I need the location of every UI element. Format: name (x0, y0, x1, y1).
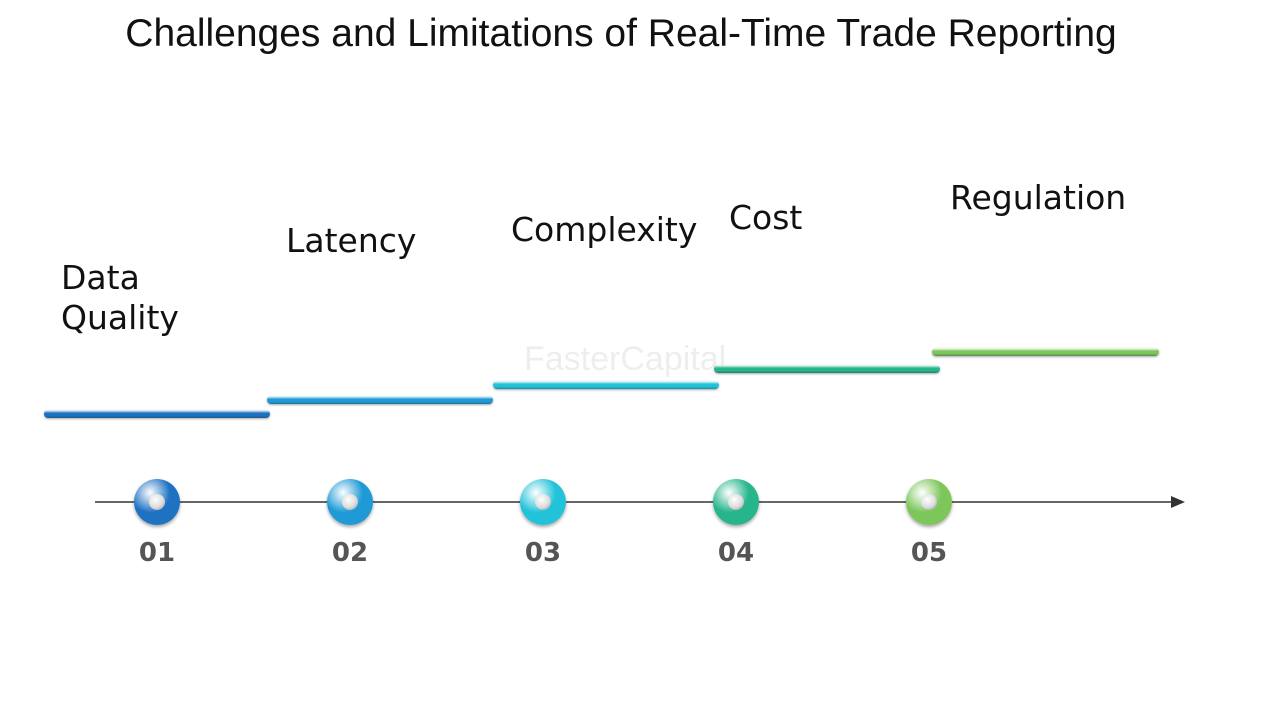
marker-hub-icon (342, 494, 358, 510)
step-marker-2 (327, 479, 373, 525)
step-number-3: 03 (513, 538, 573, 568)
step-marker-5 (906, 479, 952, 525)
step-marker-3 (520, 479, 566, 525)
marker-hub-icon (149, 494, 165, 510)
step-number-5: 05 (899, 538, 959, 568)
timeline-arrowhead-icon (1171, 496, 1185, 508)
step-number-2: 02 (320, 538, 380, 568)
step-number-1: 01 (127, 538, 187, 568)
step-number-4: 04 (706, 538, 766, 568)
marker-hub-icon (921, 494, 937, 510)
step-marker-4 (713, 479, 759, 525)
marker-hub-icon (535, 494, 551, 510)
step-marker-1 (134, 479, 180, 525)
marker-hub-icon (728, 494, 744, 510)
